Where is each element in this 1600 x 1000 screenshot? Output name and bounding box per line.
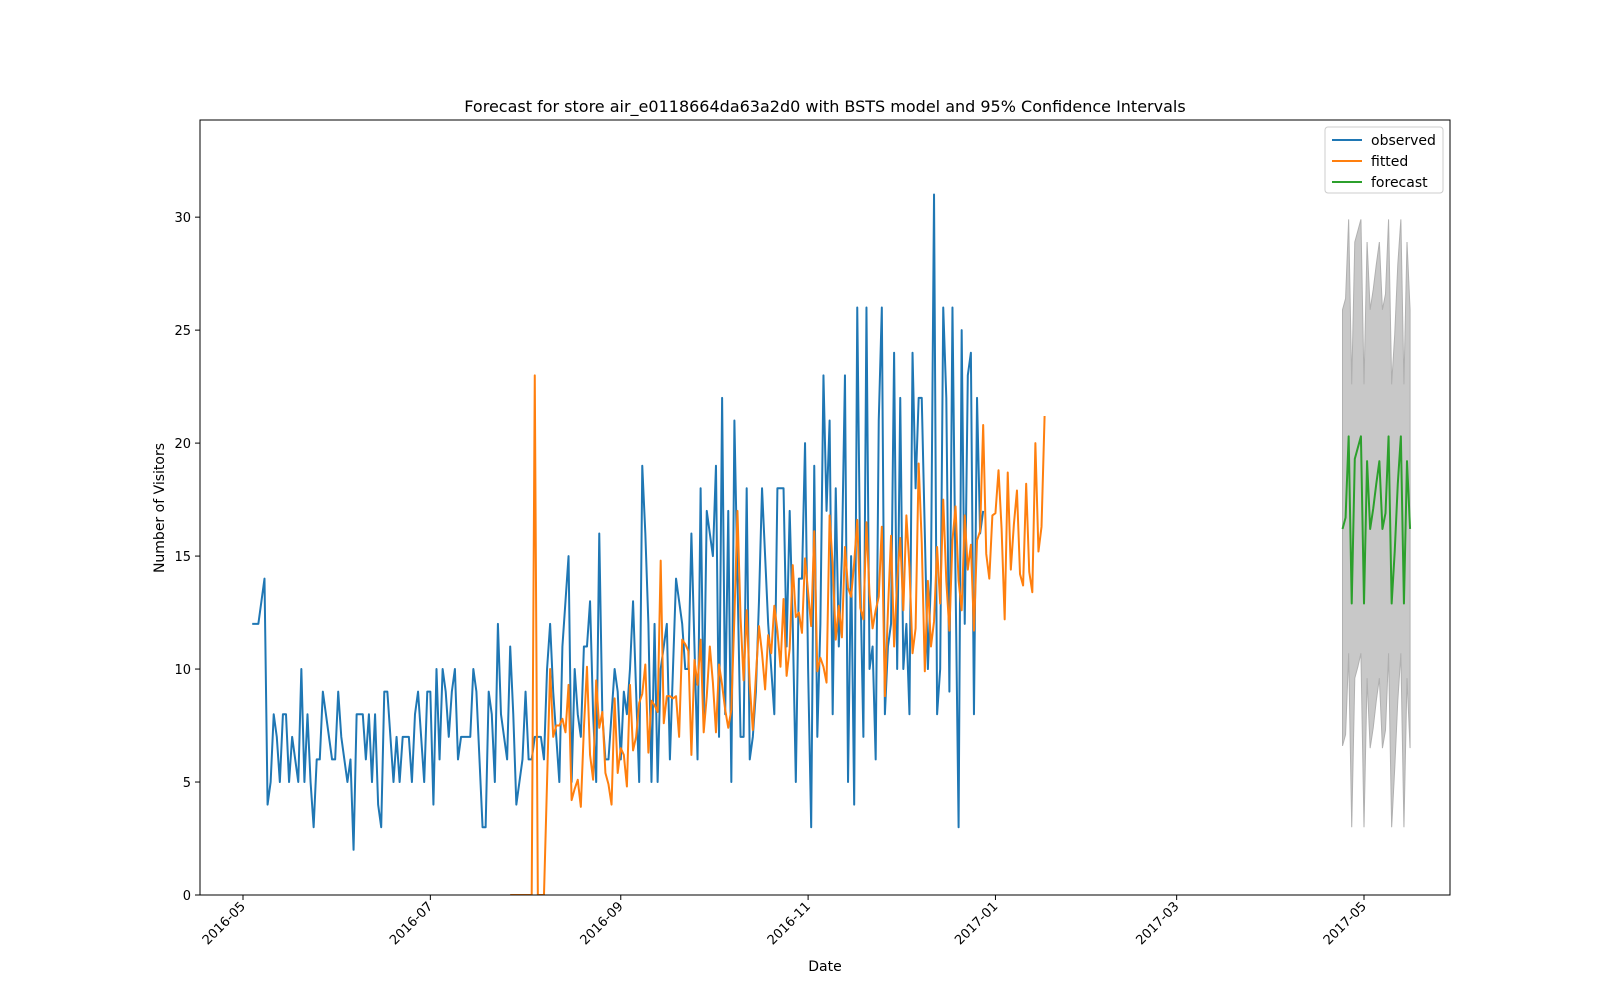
y-tick-label: 25 (174, 324, 191, 339)
y-tick-label: 10 (174, 663, 191, 678)
y-tick-label: 5 (183, 776, 191, 791)
chart-title: Forecast for store air_e0118664da63a2d0 … (464, 97, 1185, 117)
y-tick-label: 20 (174, 437, 191, 452)
legend: observed fitted forecast (1325, 127, 1443, 193)
legend-label-fitted: fitted (1371, 154, 1408, 170)
y-axis-label: Number of Visitors (152, 443, 168, 573)
y-tick-label: 15 (174, 550, 191, 565)
x-axis-label: Date (808, 959, 841, 975)
y-tick-label: 30 (174, 211, 191, 226)
legend-label-observed: observed (1371, 133, 1436, 149)
y-tick-label: 0 (183, 889, 191, 904)
legend-label-forecast: forecast (1371, 175, 1428, 191)
